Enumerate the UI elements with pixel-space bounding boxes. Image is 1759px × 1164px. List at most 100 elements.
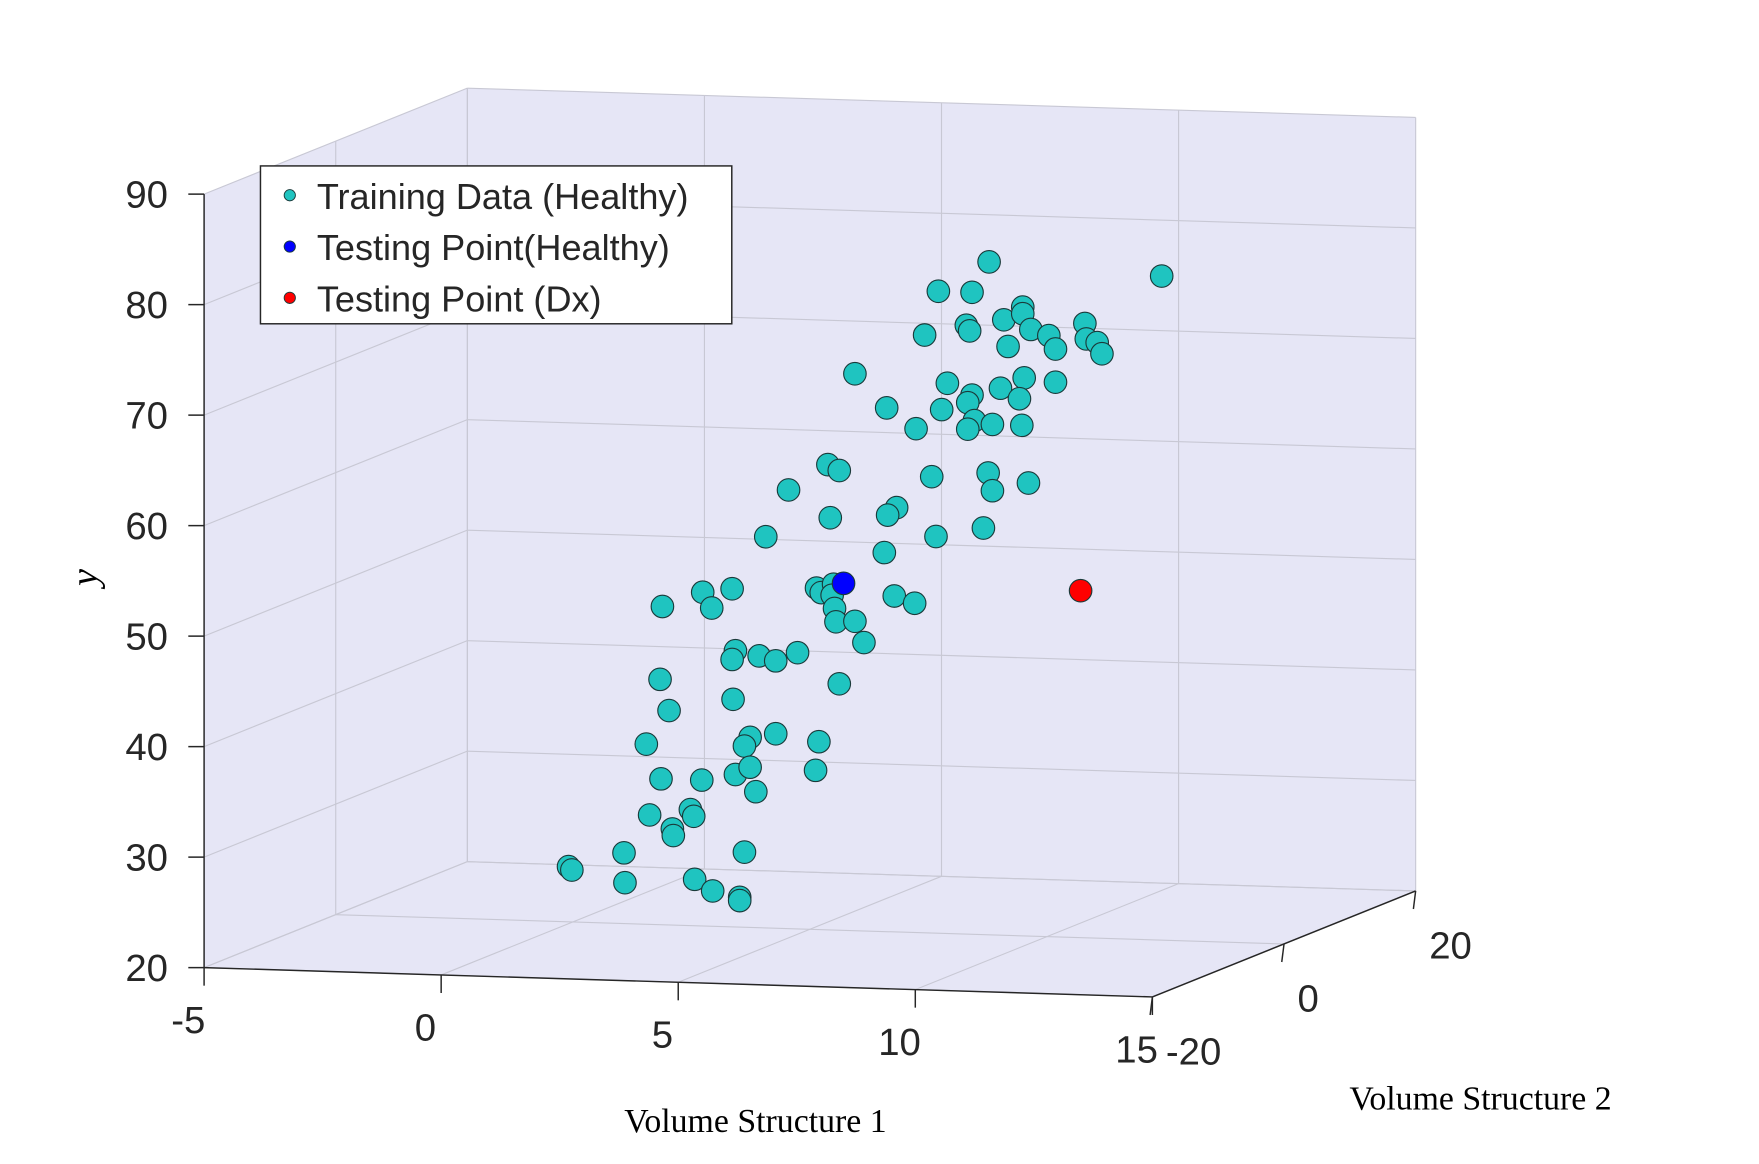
data-point bbox=[738, 755, 762, 780]
grid-line bbox=[203, 308, 468, 416]
data-point bbox=[634, 732, 659, 756]
data-point bbox=[1016, 471, 1041, 495]
data-point bbox=[650, 594, 675, 619]
grid-line bbox=[203, 861, 468, 969]
data-point bbox=[1012, 366, 1037, 390]
data-point bbox=[1043, 370, 1068, 395]
grid-line bbox=[203, 750, 468, 858]
y-tick-label: 40 bbox=[125, 726, 168, 769]
data-point bbox=[732, 840, 757, 864]
data-point bbox=[803, 758, 828, 783]
data-point bbox=[980, 412, 1005, 437]
data-point bbox=[807, 729, 831, 754]
data-point bbox=[721, 687, 745, 712]
data-point bbox=[971, 516, 996, 540]
grid-line bbox=[467, 87, 1416, 119]
grid-line bbox=[203, 529, 468, 637]
axis-line bbox=[1152, 890, 1416, 998]
data-point bbox=[649, 766, 673, 791]
data-point bbox=[727, 888, 752, 913]
z-tick-label: 20 bbox=[1429, 925, 1472, 968]
data-point bbox=[657, 698, 681, 723]
y-tick-label: 20 bbox=[125, 947, 168, 990]
data-point bbox=[912, 323, 937, 347]
grid-line bbox=[467, 750, 1416, 782]
data-point bbox=[637, 803, 662, 827]
y-tick-label: 90 bbox=[125, 174, 168, 217]
y-tick-label: 80 bbox=[125, 284, 168, 327]
data-point bbox=[872, 540, 897, 565]
tick-mark bbox=[1149, 996, 1154, 1016]
data-point bbox=[648, 667, 672, 692]
data-point bbox=[996, 334, 1020, 359]
data-point bbox=[924, 524, 948, 549]
data-point bbox=[980, 478, 1005, 503]
data-point bbox=[831, 571, 856, 596]
tick-mark bbox=[1412, 890, 1417, 910]
data-point bbox=[919, 464, 944, 489]
legend-marker bbox=[283, 240, 296, 253]
data-point bbox=[818, 505, 843, 530]
grid-line bbox=[335, 914, 1285, 945]
data-point bbox=[902, 591, 927, 616]
data-point bbox=[874, 396, 899, 420]
x-tick-label: 0 bbox=[415, 1006, 436, 1049]
data-point bbox=[763, 648, 788, 673]
z-tick-label: -20 bbox=[1166, 1031, 1221, 1074]
tick-mark bbox=[1281, 943, 1285, 963]
data-point bbox=[1007, 386, 1032, 411]
axis-line bbox=[204, 966, 1153, 998]
grid bbox=[203, 87, 1417, 998]
x-tick-label: 5 bbox=[652, 1014, 673, 1057]
x-axis-label: Volume Structure 1 bbox=[624, 1103, 886, 1140]
legend-box bbox=[259, 165, 733, 325]
data-point bbox=[929, 397, 954, 422]
data-point bbox=[700, 879, 725, 903]
data-point bbox=[904, 416, 928, 441]
data-point bbox=[926, 279, 951, 304]
data-point bbox=[743, 779, 768, 804]
data-point bbox=[827, 671, 852, 696]
data-point bbox=[1090, 341, 1114, 366]
data-point bbox=[882, 584, 907, 608]
data-point bbox=[988, 376, 1013, 401]
z-axis-label: Volume Structure 2 bbox=[1349, 1081, 1611, 1118]
legend: Training Data (Healthy) Testing Point(Hea… bbox=[259, 165, 733, 325]
x-tick-label: 10 bbox=[878, 1021, 921, 1064]
data-point bbox=[699, 596, 724, 620]
data-point bbox=[720, 647, 744, 672]
legend-marker bbox=[283, 189, 296, 202]
y-tick-label: 50 bbox=[125, 616, 168, 659]
data-point bbox=[935, 371, 960, 396]
data-point bbox=[827, 458, 852, 483]
data-point bbox=[732, 734, 757, 758]
y-tick-label: 30 bbox=[125, 837, 168, 880]
data-point bbox=[875, 503, 900, 527]
z-tick-label: 0 bbox=[1298, 978, 1319, 1021]
data-point bbox=[682, 867, 707, 892]
data-point bbox=[560, 858, 584, 882]
data-point bbox=[1149, 264, 1174, 288]
y-tick-label: 70 bbox=[125, 395, 168, 438]
grid-line bbox=[203, 419, 468, 527]
legend-label: Testing Point(Healthy) bbox=[317, 227, 670, 268]
data-point bbox=[681, 804, 706, 829]
data-point bbox=[852, 630, 876, 655]
data-point bbox=[613, 870, 637, 895]
grid-line bbox=[467, 861, 1416, 892]
axes: -5 0 5 10 15 -20 0 20 20 30 40 50 60 70 80 90 bbox=[125, 174, 1471, 1074]
data-point bbox=[1043, 337, 1068, 361]
data-point bbox=[957, 319, 982, 343]
y-axis-label: y bbox=[64, 568, 106, 590]
grid-line bbox=[203, 87, 468, 195]
data-point bbox=[763, 721, 788, 746]
data-point bbox=[720, 576, 744, 601]
data-point bbox=[689, 768, 714, 792]
legend-label: Testing Point (Dx) bbox=[317, 278, 602, 319]
x-tick-label: 15 bbox=[1115, 1028, 1158, 1071]
data-point bbox=[1009, 413, 1034, 438]
grid-line bbox=[467, 419, 1416, 450]
data-point bbox=[612, 840, 636, 865]
legend-label: Training Data (Healthy) bbox=[317, 176, 689, 217]
